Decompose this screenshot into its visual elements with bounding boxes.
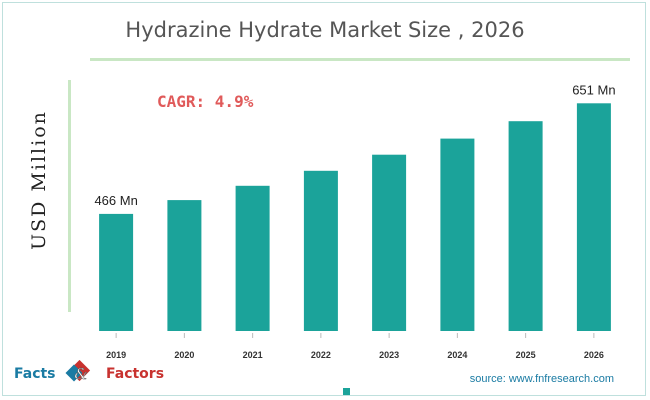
y-axis-accent-line bbox=[68, 80, 71, 312]
bar-2025 bbox=[508, 121, 543, 331]
logo-word-facts: Facts bbox=[14, 366, 56, 382]
ampersand-diamond-icon: & bbox=[65, 360, 91, 383]
data-label-2019: 466 Mn bbox=[94, 193, 137, 208]
bar-2023 bbox=[372, 154, 407, 331]
x-tick-label: 2025 bbox=[516, 350, 536, 360]
bar-2021 bbox=[235, 185, 270, 331]
x-tick-label: 2026 bbox=[584, 350, 604, 360]
logo-ampersand: & bbox=[74, 365, 87, 383]
x-tick-label: 2023 bbox=[379, 350, 399, 360]
bar-2022 bbox=[303, 170, 338, 331]
chart-title: Hydrazine Hydrate Market Size , 2026 bbox=[125, 18, 525, 42]
bar-2026 bbox=[576, 103, 611, 331]
x-tick-label: 2019 bbox=[106, 350, 126, 360]
bar-2019 bbox=[99, 213, 134, 331]
title-underline bbox=[90, 58, 630, 61]
x-tick-label: 2020 bbox=[174, 350, 194, 360]
source-note: source: www.fnfresearch.com bbox=[469, 373, 614, 385]
x-tick-label: 2024 bbox=[447, 350, 467, 360]
data-label-2026: 651 Mn bbox=[572, 82, 615, 97]
x-tick-label: 2022 bbox=[311, 350, 331, 360]
footer-dot bbox=[343, 388, 350, 395]
cagr-annotation: CAGR: 4.9% bbox=[157, 92, 254, 111]
bar-2024 bbox=[440, 138, 475, 331]
bar-2020 bbox=[167, 200, 202, 331]
x-tick-label: 2021 bbox=[243, 350, 263, 360]
logo-word-factors: Factors bbox=[106, 366, 165, 382]
